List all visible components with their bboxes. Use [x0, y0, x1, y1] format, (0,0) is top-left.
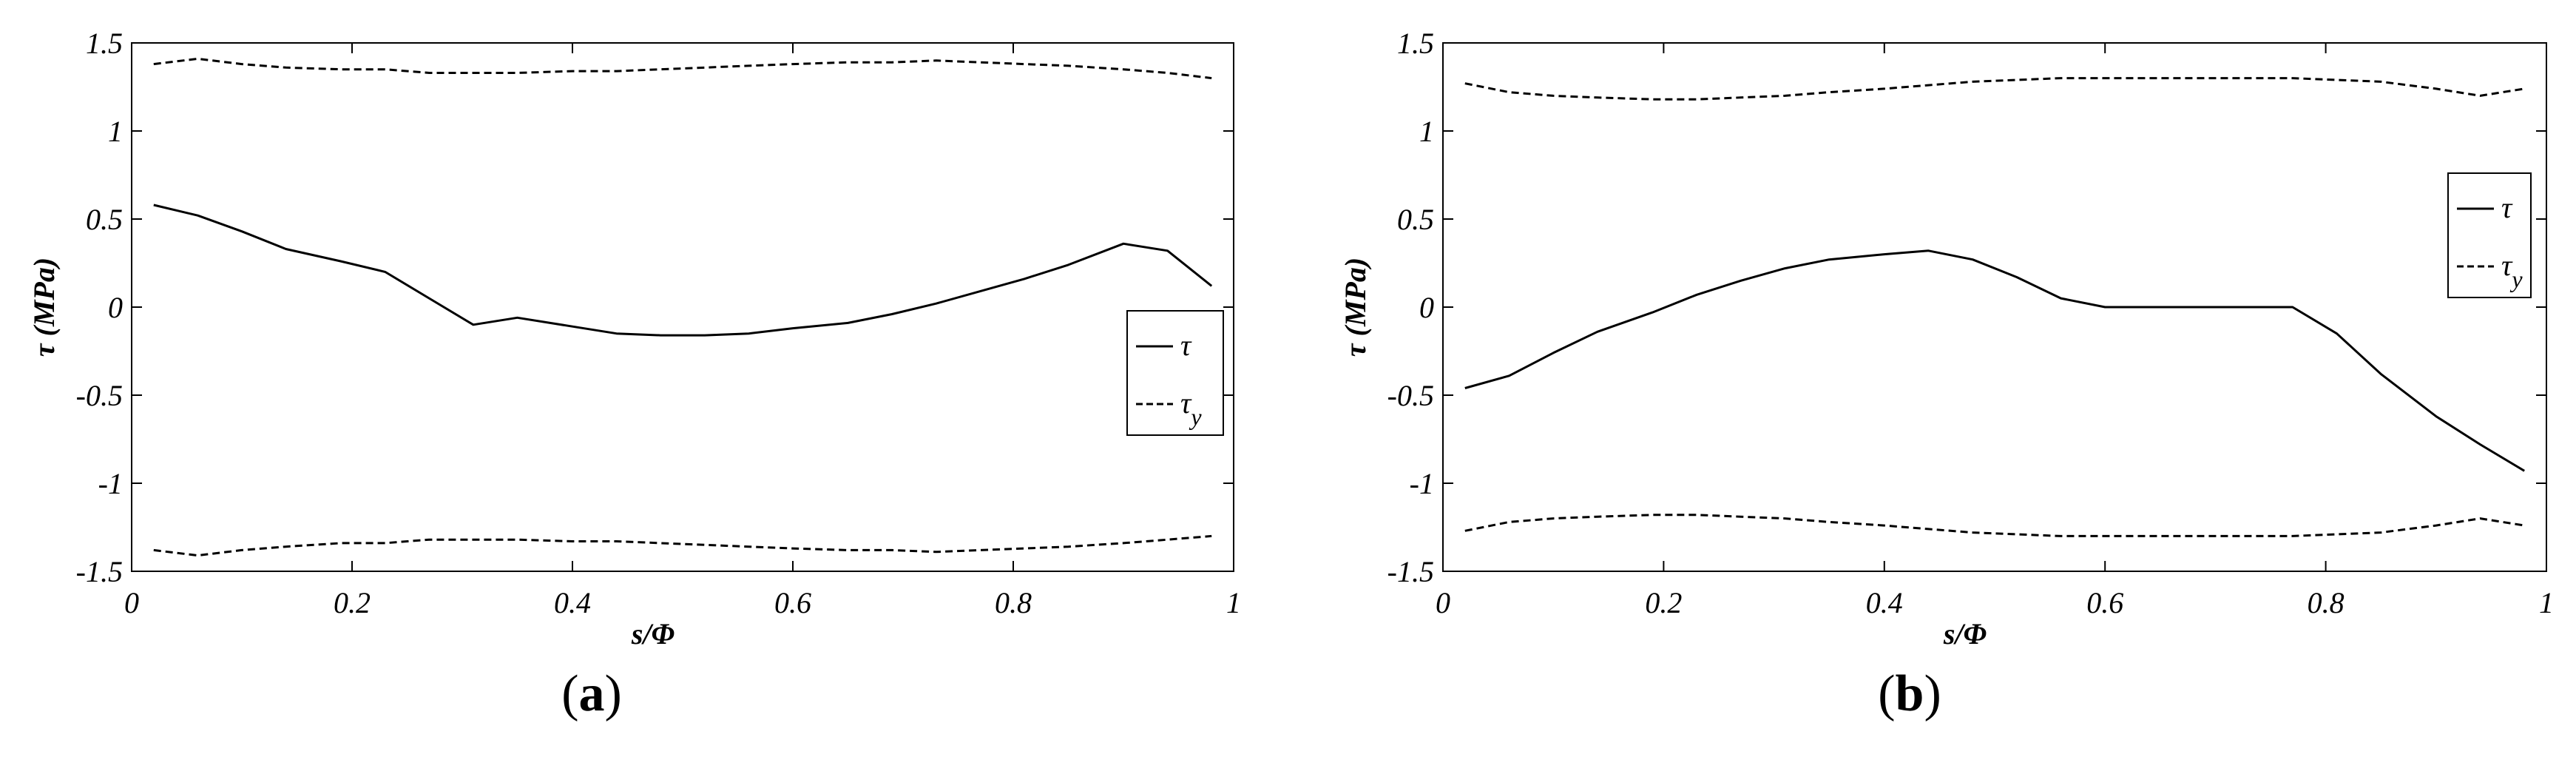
legend: ττy: [1126, 310, 1224, 436]
panel-label-b: (b): [1878, 665, 1941, 722]
plot-frame: [1442, 42, 2547, 572]
y-tick-label: 1: [1419, 115, 1434, 148]
tau-y-line: [153, 57, 1212, 80]
legend-subscript: y: [2509, 266, 2523, 292]
legend-subscript: y: [1189, 403, 1202, 430]
chart-a: 0 0.2 0.4 0.6 0.8 1 1.5 1 0.5 0 -0.5 -1 -1.5 s/Φ τ (MP…: [27, 27, 1241, 650]
x-axis-label: s/Φ: [1943, 617, 1987, 650]
y-tick-label: -0.5: [1387, 379, 1434, 412]
x-tick-label: 0.6: [774, 586, 811, 619]
x-tick-label: 0.4: [1866, 586, 1903, 619]
x-tick-label: 0.2: [334, 586, 371, 619]
x-axis-label: s/Φ: [631, 617, 675, 650]
tau-line: [153, 204, 1213, 337]
x-tick-label: 1: [2539, 586, 2554, 619]
legend-label: τ: [1180, 329, 1192, 362]
y-tick-label: -1: [1410, 467, 1434, 500]
plot-frame: [131, 42, 1234, 572]
legend-box: [2447, 172, 2532, 298]
y-tick-label: 0.5: [1397, 203, 1434, 236]
tau-line: [1464, 249, 2525, 472]
panel-label-a: (a): [561, 665, 622, 722]
x-tick-label: 0: [124, 586, 139, 619]
y-axis-label: τ (MPa): [27, 258, 61, 357]
y-tick-label: -0.5: [76, 379, 123, 412]
legend-box: [1126, 310, 1224, 436]
y-axis-label: τ (MPa): [1339, 258, 1372, 357]
y-tick-label: -1.5: [1387, 555, 1434, 588]
y-tick-label: 1: [108, 115, 123, 148]
legend: ττy: [2447, 172, 2532, 298]
y-tick-label: 0.5: [86, 203, 123, 236]
tau-y-line: [153, 534, 1212, 557]
y-tick-label: 0: [1419, 291, 1434, 324]
x-tick-label: 1: [1226, 586, 1241, 619]
chart-b: 0 0.2 0.4 0.6 0.8 1 1.5 1 0.5 0 -0.5 -1 -1.5 s/Φ τ (MP…: [1339, 27, 2554, 650]
x-tick-label: 0.2: [1645, 586, 1682, 619]
tau-y-line: [1464, 514, 2525, 537]
x-tick-label: 0.8: [2308, 586, 2345, 619]
y-tick-label: 1.5: [86, 27, 123, 60]
x-tick-label: 0: [1436, 586, 1450, 619]
y-tick-label: -1.5: [76, 555, 123, 588]
y-tick-label: -1: [98, 467, 123, 500]
x-tick-label: 0.6: [2086, 586, 2123, 619]
tau-y-line: [1464, 77, 2525, 101]
x-tick-label: 0.8: [995, 586, 1032, 619]
y-tick-label: 0: [108, 291, 123, 324]
x-tick-label: 0.4: [554, 586, 591, 619]
legend-label: τ: [2501, 191, 2513, 224]
y-tick-label: 1.5: [1397, 27, 1434, 60]
